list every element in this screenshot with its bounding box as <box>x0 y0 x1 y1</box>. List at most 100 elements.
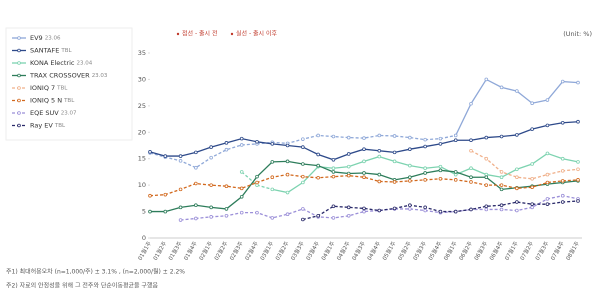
y-tick-label: 10 <box>138 181 146 189</box>
point <box>560 193 565 198</box>
point <box>148 150 152 154</box>
legend-tag: TBL <box>54 123 66 129</box>
point <box>453 138 458 143</box>
point <box>362 171 366 175</box>
point <box>515 208 519 213</box>
point <box>209 155 213 160</box>
point <box>392 150 397 155</box>
point <box>377 208 382 213</box>
point <box>362 159 366 164</box>
point <box>301 207 305 211</box>
legend-label: IONIQ 7 <box>30 84 55 92</box>
point <box>255 210 259 215</box>
point <box>545 123 550 128</box>
point <box>469 148 473 153</box>
point <box>453 133 458 138</box>
point <box>270 216 275 220</box>
point <box>178 218 183 222</box>
point <box>239 210 244 215</box>
point <box>362 147 366 152</box>
legend-box <box>5 27 133 141</box>
point <box>560 200 565 204</box>
point <box>484 207 489 212</box>
unit-label: (Unit: %) <box>563 30 592 38</box>
point <box>423 166 427 171</box>
point <box>285 159 290 164</box>
point <box>515 133 519 137</box>
point <box>224 214 229 218</box>
legend-tag: TBL <box>63 98 75 104</box>
note: 점선 - 출시 전 <box>182 30 218 38</box>
point <box>346 205 351 210</box>
point <box>362 206 366 211</box>
point <box>423 208 427 213</box>
legend-marker <box>17 98 21 103</box>
point <box>346 164 351 169</box>
point <box>423 178 427 182</box>
point <box>576 167 580 172</box>
point <box>423 137 427 142</box>
point <box>530 202 534 206</box>
point <box>560 156 565 161</box>
point <box>576 199 580 203</box>
point <box>545 98 550 102</box>
point <box>331 170 336 174</box>
point <box>484 156 489 161</box>
point <box>438 136 443 141</box>
point <box>545 180 550 185</box>
note: 실선 - 출시 이후 <box>236 30 277 38</box>
point <box>530 205 534 210</box>
point <box>530 177 534 181</box>
point <box>453 170 458 174</box>
point <box>148 193 152 198</box>
point <box>316 133 320 138</box>
point <box>423 171 427 175</box>
series-line <box>470 150 579 180</box>
point <box>316 214 320 218</box>
legend-label: Ray EV <box>30 122 53 130</box>
point <box>362 175 366 180</box>
point <box>178 205 183 210</box>
point <box>377 179 382 184</box>
point <box>484 183 489 187</box>
point <box>270 160 275 164</box>
legend-marker <box>17 123 21 128</box>
point <box>270 187 275 192</box>
legend-tag: 23.07 <box>61 111 77 117</box>
point <box>423 144 427 149</box>
point <box>560 79 565 84</box>
legend-tag: 23.06 <box>45 36 61 42</box>
point <box>331 174 336 179</box>
point <box>285 212 290 217</box>
y-tick-label: 25 <box>138 102 146 110</box>
point <box>255 140 259 144</box>
point <box>239 186 244 191</box>
point <box>346 152 351 156</box>
y-tick-label: 30 <box>138 75 146 83</box>
point <box>530 101 534 106</box>
point <box>331 157 336 162</box>
point <box>163 192 168 197</box>
point <box>224 147 229 152</box>
point <box>270 175 275 180</box>
point <box>438 142 443 146</box>
point <box>392 134 397 138</box>
legend-marker <box>17 86 21 90</box>
point <box>178 187 183 192</box>
y-tick-label: 5 <box>142 208 146 216</box>
point <box>530 185 534 190</box>
point <box>239 136 244 141</box>
point <box>438 177 443 181</box>
point <box>438 168 443 173</box>
point <box>408 175 412 180</box>
legend-marker <box>17 36 21 40</box>
legend-marker <box>17 61 21 65</box>
point <box>148 209 152 214</box>
point <box>515 186 519 191</box>
point <box>301 180 305 185</box>
point <box>545 151 550 156</box>
legend-marker <box>17 48 21 53</box>
point <box>163 154 168 158</box>
note-bullet <box>230 32 234 36</box>
point <box>560 179 565 183</box>
